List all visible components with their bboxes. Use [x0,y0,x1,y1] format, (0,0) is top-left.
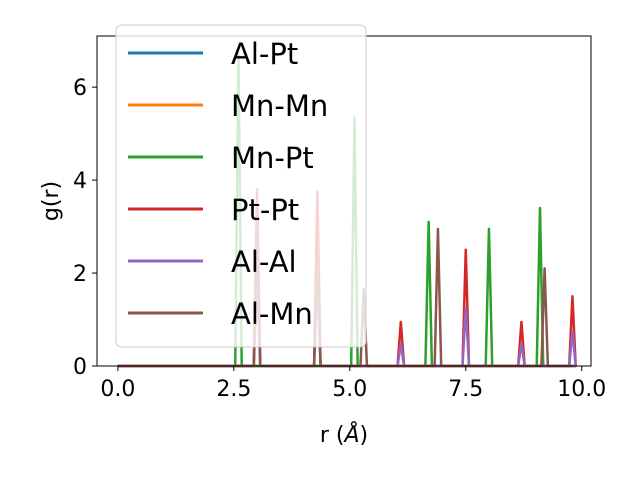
x-tick-label: 10.0 [557,377,606,402]
y-axis-label: g(r) [39,181,64,221]
y-tick-label: 0 [73,355,87,380]
legend-item-pt-pt: Pt-Pt [128,193,299,227]
legend-item-al-mn: Al-Mn [128,297,313,331]
legend-label: Mn-Mn [231,89,328,123]
x-tick-label: 7.5 [448,377,483,402]
legend-item-mn-mn: Mn-Mn [128,89,328,123]
y-tick-label: 6 [73,76,87,101]
legend-item-mn-pt: Mn-Pt [128,141,314,175]
x-tick-label: 2.5 [216,377,251,402]
x-axis-label: r (Å) [320,421,368,448]
legend-label: Pt-Pt [231,193,299,227]
y-tick-label: 4 [73,169,87,194]
legend-label: Al-Al [231,245,297,279]
x-tick-label: 0.0 [100,377,135,402]
legend-item-al-al: Al-Al [128,245,297,279]
x-tick-label: 5.0 [332,377,367,402]
axes: 0.0 2.5 5.0 7.5 10.0 0 2 4 6 [73,35,606,402]
legend-label: Al-Pt [231,37,298,71]
legend: Al-Pt Mn-Mn Mn-Pt Pt-Pt Al-Al Al-Mn [115,24,367,348]
legend-item-al-pt: Al-Pt [128,37,298,71]
legend-label: Al-Mn [231,297,313,331]
legend-label: Mn-Pt [231,141,314,175]
y-tick-label: 2 [73,262,87,287]
